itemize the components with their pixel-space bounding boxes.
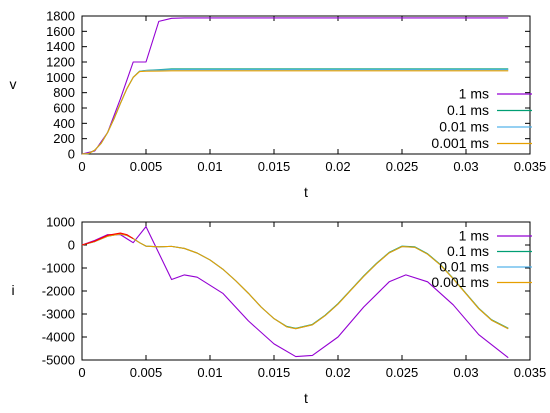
top-plot-frame (81, 15, 531, 155)
bottom-series-line-0-001-ms (81, 233, 509, 330)
bottom-y-tick-label: -1000 (42, 261, 75, 276)
top-x-tick-label: 0.015 (258, 159, 291, 174)
top-y-tick-label: 200 (53, 131, 75, 146)
top-x-tick-label: 0.035 (514, 159, 547, 174)
top-y-tick-label: 1200 (46, 55, 75, 70)
top-x-tick-label: 0.01 (197, 159, 222, 174)
bottom-y-axis-label: i (11, 282, 14, 298)
top-x-tick-label: 0.02 (325, 159, 350, 174)
top-y-tick-label: 1400 (46, 39, 75, 54)
top-x-axis-label: t (304, 184, 308, 200)
top-y-axis-label: v (10, 76, 17, 92)
bottom-x-axis-label: t (304, 390, 308, 406)
top-series-line-0-001-ms (81, 70, 509, 155)
bottom-series-line-unnamed-4 (81, 232, 134, 246)
top-x-tick-label: 0.03 (453, 159, 478, 174)
bottom-x-tick-label: 0.015 (258, 365, 291, 380)
top-legend-label: 1 ms (459, 86, 489, 102)
top-y-tick-label: 400 (53, 116, 75, 131)
bottom-x-tick-label: 0.005 (130, 365, 163, 380)
bottom-x-tick-label: 0 (78, 365, 85, 380)
top-panel: 0 0.005 0.01 0.015 0.02 0.025 0.03 0.035 0200400… (10, 9, 547, 201)
bottom-x-tick-label: 0.025 (386, 365, 419, 380)
top-y-tick-label: 1800 (46, 9, 75, 24)
bottom-legend-label: 0.1 ms (447, 243, 489, 259)
bottom-y-tick-label: -5000 (42, 353, 75, 368)
top-y-tick-label: 1600 (46, 24, 75, 39)
bottom-x-tick-label: 0.035 (514, 365, 547, 380)
bottom-y-tick-label: -3000 (42, 307, 75, 322)
bottom-y-tick-label: 1000 (46, 215, 75, 230)
top-legend-label: 0.01 ms (439, 119, 489, 135)
bottom-legend-label: 1 ms (459, 228, 489, 244)
bottom-legend-label: 0.01 ms (439, 259, 489, 275)
top-y-tick-label: 0 (68, 147, 75, 162)
top-legend-label: 0.001 ms (431, 135, 489, 151)
bottom-x-tick-label: 0.02 (325, 365, 350, 380)
bottom-series-line-1-ms (81, 226, 509, 359)
top-y-tick-label: 1000 (46, 70, 75, 85)
bottom-panel: 0 0.005 0.01 0.015 0.02 0.025 0.03 0.035 -5000 -4… (11, 215, 546, 407)
bottom-x-tick-label: 0.03 (453, 365, 478, 380)
top-x-tick-label: 0.005 (130, 159, 163, 174)
bottom-y-tick-label: -2000 (42, 284, 75, 299)
bottom-legend-label: 0.001 ms (431, 274, 489, 290)
top-x-tick-label: 0 (78, 159, 85, 174)
bottom-x-tick-label: 0.01 (197, 365, 222, 380)
bottom-y-tick-label: -4000 (42, 330, 75, 345)
bottom-y-tick-label: 0 (68, 238, 75, 253)
top-x-tick-label: 0.025 (386, 159, 419, 174)
top-y-tick-label: 800 (53, 85, 75, 100)
top-y-tick-label: 600 (53, 101, 75, 116)
top-legend-label: 0.1 ms (447, 102, 489, 118)
